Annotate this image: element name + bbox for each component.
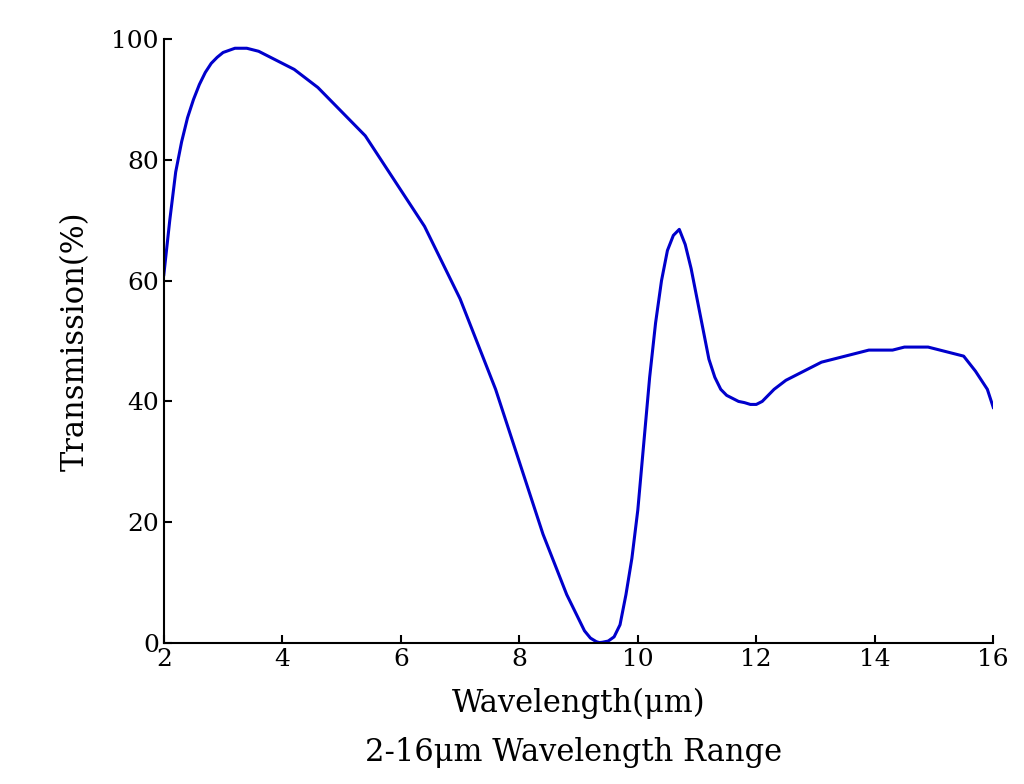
X-axis label: Wavelength(μm): Wavelength(μm) [452, 688, 706, 719]
Text: 2-16μm Wavelength Range: 2-16μm Wavelength Range [365, 737, 782, 768]
Y-axis label: Transmission(%): Transmission(%) [59, 212, 91, 470]
